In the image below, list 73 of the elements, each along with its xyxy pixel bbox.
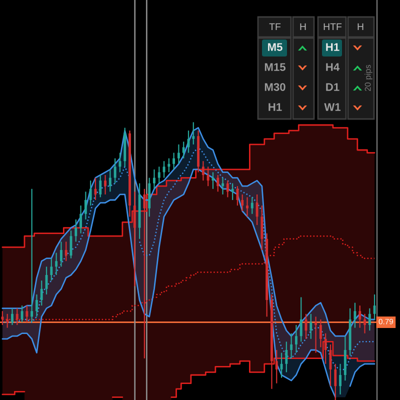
candlestick <box>294 324 298 354</box>
candlestick <box>250 196 254 214</box>
candlestick <box>236 186 239 206</box>
candlestick <box>177 144 180 164</box>
candlestick <box>168 158 170 173</box>
candlestick <box>118 152 122 173</box>
candlestick <box>334 363 337 400</box>
candlestick <box>133 191 136 287</box>
candlestick <box>172 152 176 170</box>
candlestick <box>153 168 156 190</box>
text: HTF <box>324 23 342 30</box>
candlestick <box>99 174 102 198</box>
candlestick <box>16 308 18 326</box>
candlestick <box>26 305 28 323</box>
candlestick <box>285 341 288 373</box>
candlestick <box>11 308 14 326</box>
candlestick <box>300 296 302 342</box>
text: H <box>358 23 364 30</box>
candlestick <box>30 188 34 323</box>
candlestick <box>314 316 318 354</box>
candlestick <box>108 168 112 192</box>
candlestick <box>216 174 220 192</box>
candlestick <box>310 313 312 340</box>
text: TF <box>269 23 281 30</box>
text: D1 <box>326 83 340 91</box>
candlestick <box>256 194 258 226</box>
candlestick <box>192 122 195 145</box>
candlestick <box>60 241 62 268</box>
text: H <box>300 23 306 30</box>
candlestick <box>50 258 53 282</box>
candlestick <box>6 313 9 328</box>
candlestick <box>158 166 160 184</box>
candlestick <box>354 302 356 328</box>
candlestick <box>319 318 322 348</box>
candlestick <box>290 332 293 359</box>
text: H4 <box>326 63 340 71</box>
candlestick <box>206 166 210 187</box>
candlestick <box>1 310 4 326</box>
candlestick <box>280 352 283 378</box>
candlestick <box>104 174 106 195</box>
text: H1 <box>326 43 340 51</box>
candlestick <box>246 196 248 218</box>
candlestick <box>373 294 376 320</box>
candlestick <box>143 188 146 359</box>
candlestick <box>358 305 362 328</box>
candlestick <box>226 180 229 198</box>
candlestick <box>84 191 87 220</box>
candlestick <box>74 218 78 242</box>
candlestick <box>231 182 234 201</box>
candlestick <box>55 252 58 276</box>
candlestick <box>202 160 204 182</box>
candlestick <box>275 349 278 384</box>
candlestick <box>89 180 92 206</box>
text: H1 <box>268 103 282 111</box>
text: M30 <box>264 83 286 91</box>
candlestick <box>182 141 185 159</box>
candlestick <box>339 363 342 395</box>
candlestick <box>222 177 224 195</box>
candlestick <box>35 294 38 318</box>
candlestick <box>368 308 371 332</box>
candlestick <box>40 280 43 306</box>
candlestick <box>260 205 264 251</box>
text: W1 <box>324 103 341 111</box>
candlestick <box>364 313 366 334</box>
candlestick <box>241 194 244 212</box>
candlestick <box>20 305 24 323</box>
candlestick <box>324 332 327 364</box>
candlestick <box>80 205 82 234</box>
text: 20 pips <box>364 64 372 92</box>
text: M15 <box>264 63 286 71</box>
candlestick <box>64 241 68 262</box>
text: M5 <box>268 43 282 51</box>
candlestick <box>114 158 116 184</box>
